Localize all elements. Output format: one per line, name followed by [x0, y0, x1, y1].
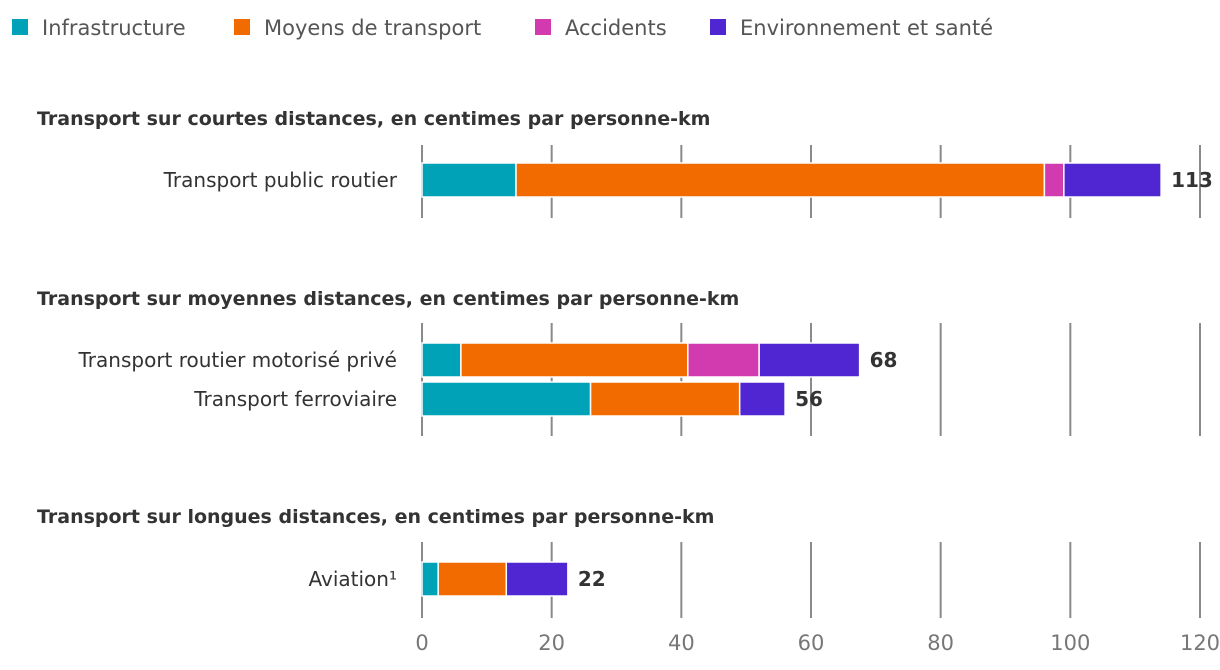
legend-label-infrastructure: Infrastructure	[42, 16, 186, 40]
panel-title: Transport sur courtes distances, en cent…	[37, 108, 710, 130]
category-label: Aviation¹	[309, 567, 398, 591]
panel-title: Transport sur moyennes distances, en cen…	[37, 288, 739, 310]
legend-swatch-environnement-et-sante	[710, 19, 726, 35]
category-label: Transport routier motorisé privé	[78, 348, 397, 372]
x-tick-label: 20	[538, 631, 565, 655]
bar-segment	[421, 342, 462, 378]
legend-label-accidents: Accidents	[565, 16, 667, 40]
bar-segment	[687, 342, 760, 378]
total-label: 56	[795, 387, 823, 411]
panel-title: Transport sur longues distances, en cent…	[37, 506, 714, 528]
bar-segment	[1063, 162, 1162, 198]
bar-segment	[421, 162, 517, 198]
x-tick-label: 40	[668, 631, 695, 655]
legend: Infrastructure Moyens de transport Acciden…	[12, 16, 993, 40]
x-axis: 0 20 40 60 80 100 120	[415, 631, 1220, 655]
bar-segment	[1043, 162, 1065, 198]
legend-swatch-infrastructure	[12, 19, 28, 35]
category-label: Transport public routier	[163, 168, 398, 192]
total-label: 22	[578, 567, 606, 591]
total-label: 113	[1171, 168, 1213, 192]
bar-segment	[421, 561, 439, 597]
legend-label-moyens-de-transport: Moyens de transport	[264, 16, 481, 40]
legend-swatch-accidents	[535, 19, 551, 35]
panel-3: Transport sur longues distances, en cent…	[37, 506, 1201, 618]
x-tick-label: 120	[1180, 631, 1220, 655]
bar-segment	[758, 342, 861, 378]
bar-segment	[738, 381, 786, 417]
legend-swatch-moyens-de-transport	[234, 19, 250, 35]
x-tick-label: 100	[1050, 631, 1090, 655]
total-label: 68	[870, 348, 898, 372]
chart-panels: Transport sur courtes distances, en cent…	[37, 108, 1213, 618]
bar-segment	[460, 342, 689, 378]
x-tick-label: 60	[798, 631, 825, 655]
category-label: Transport ferroviaire	[193, 387, 397, 411]
x-tick-label: 80	[927, 631, 954, 655]
bar-segment	[437, 561, 508, 597]
bar-segment	[515, 162, 1046, 198]
bar-segment	[505, 561, 569, 597]
panel-2: Transport sur moyennes distances, en cen…	[37, 288, 1201, 436]
x-tick-label: 0	[415, 631, 428, 655]
bar-segment	[421, 381, 592, 417]
bar-segment	[589, 381, 741, 417]
panel-1: Transport sur courtes distances, en cent…	[37, 108, 1213, 218]
legend-label-environnement-et-sante: Environnement et santé	[740, 16, 993, 40]
